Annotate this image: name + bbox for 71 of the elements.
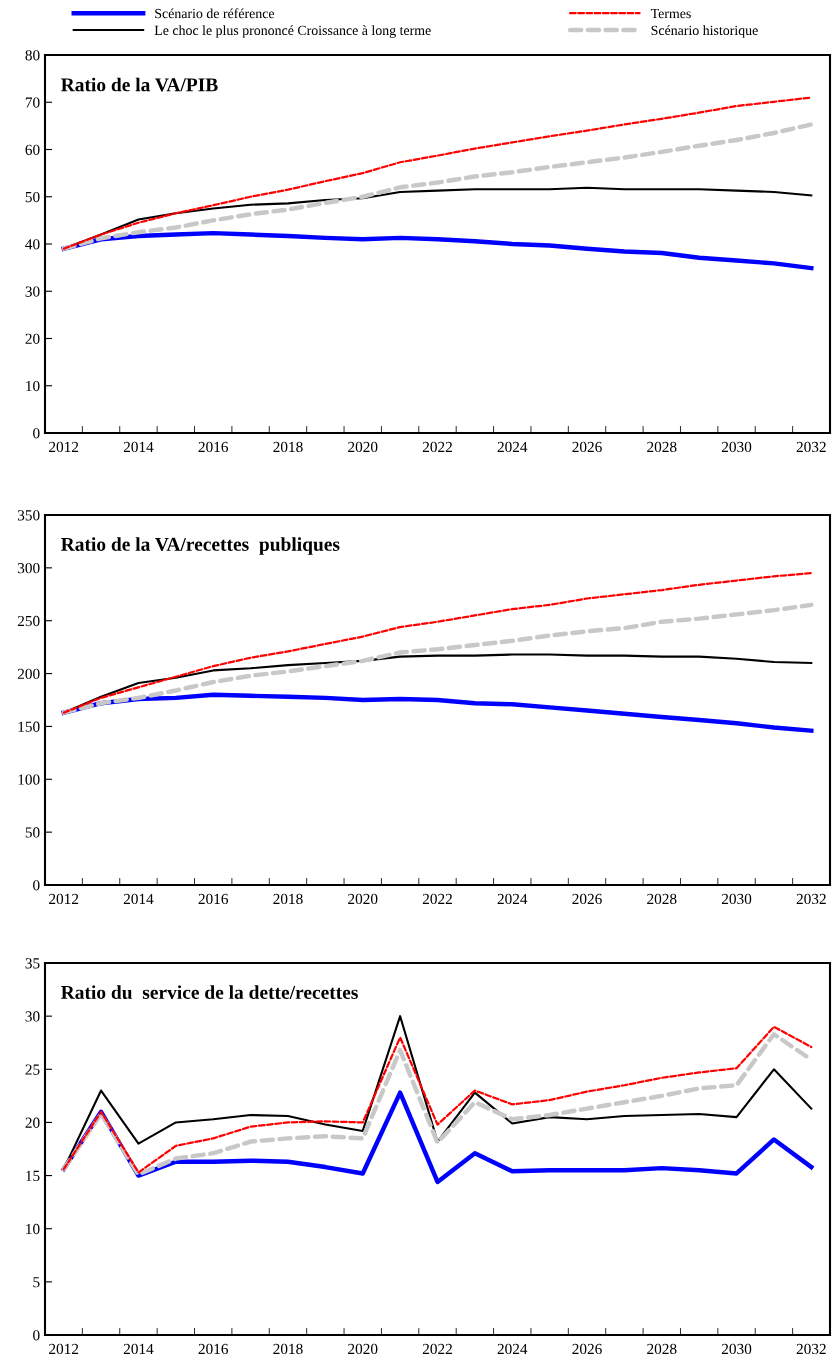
x-tick-label: 2012 (49, 893, 79, 905)
legend-label: Le choc le plus prononcé Croissance à long terme (154, 25, 431, 38)
y-tick-label: 30 (25, 286, 40, 297)
y-tick-label: 25 (25, 1064, 40, 1075)
y-tick-label: 300 (17, 563, 40, 574)
x-tick-label: 2026 (572, 441, 602, 453)
x-tick-label: 2028 (647, 1343, 677, 1355)
x-tick-label: 2016 (198, 1343, 229, 1355)
x-tick-label: 2018 (273, 441, 303, 453)
y-tick-label: 30 (25, 1011, 40, 1022)
y-tick-label: 5 (33, 1277, 40, 1288)
x-tick-label: 2020 (348, 441, 378, 453)
x-tick-label: 2014 (123, 1343, 154, 1355)
x-tick-label: 2014 (123, 893, 154, 905)
x-tick-label: 2012 (49, 441, 79, 453)
y-tick-label: 10 (26, 1223, 40, 1235)
x-tick-label: 2024 (497, 441, 528, 453)
y-tick-label: 80 (25, 50, 40, 61)
y-tick-label: 35 (25, 958, 40, 969)
x-tick-label: 2022 (422, 893, 452, 905)
line-series (61, 230, 814, 271)
y-tick-label: 250 (17, 615, 40, 627)
text: Ratio de la VA/recettes publiques (61, 537, 340, 555)
y-tick-label: 20 (25, 1117, 40, 1128)
x-tick-label: 2030 (721, 441, 752, 453)
x-tick-label: 2022 (422, 1343, 452, 1355)
line-series (62, 96, 813, 250)
x-tick-label: 2028 (647, 441, 677, 453)
x-tick-label: 2016 (198, 893, 229, 905)
x-tick-label: 2028 (647, 893, 677, 905)
y-tick-label: 60 (25, 144, 40, 155)
x-tick-label: 2032 (796, 893, 826, 905)
line-series (62, 572, 813, 714)
line-series (61, 692, 814, 733)
y-tick-label: 40 (25, 239, 40, 250)
x-tick-label: 2020 (348, 893, 378, 905)
x-tick-label: 2026 (572, 1343, 602, 1355)
x-tick-label: 2026 (572, 893, 602, 905)
y-tick-label: 50 (25, 827, 40, 838)
x-tick-label: 2012 (49, 1343, 79, 1355)
x-tick-label: 2024 (497, 1343, 528, 1355)
line-series (61, 122, 814, 251)
y-tick-label: 0 (33, 880, 40, 891)
x-tick-label: 2032 (796, 441, 826, 453)
x-tick-label: 2032 (796, 1343, 826, 1355)
x-tick-label: 2020 (348, 1343, 378, 1355)
y-tick-label: 10 (26, 380, 40, 392)
text: Ratio de la VA/PIB (61, 77, 218, 92)
y-tick-label: 100 (18, 774, 40, 785)
x-tick-label: 2018 (273, 1343, 303, 1355)
legend-label: Termes (650, 8, 691, 19)
x-tick-label: 2018 (273, 893, 303, 905)
x-tick-label: 2016 (198, 441, 229, 453)
line-series (61, 602, 814, 715)
y-tick-label: 15 (26, 1170, 40, 1182)
y-tick-label: 0 (33, 428, 40, 439)
x-tick-label: 2030 (721, 1343, 752, 1355)
x-tick-label: 2030 (721, 893, 752, 905)
y-tick-label: 350 (17, 510, 40, 521)
y-tick-label: 70 (25, 97, 40, 108)
y-tick-label: 150 (18, 721, 40, 732)
legend-label: Scénario historique (651, 25, 758, 38)
y-tick-label: 50 (25, 191, 40, 203)
x-tick-label: 2022 (422, 441, 452, 453)
legend-label: Scénario de référence (155, 8, 275, 19)
y-tick-label: 0 (33, 1330, 40, 1341)
x-tick-label: 2024 (497, 893, 528, 905)
y-tick-label: 200 (17, 668, 40, 680)
x-tick-label: 2014 (123, 441, 154, 453)
text: Ratio du service de la dette/recettes (61, 985, 358, 1000)
y-tick-label: 20 (25, 333, 40, 344)
